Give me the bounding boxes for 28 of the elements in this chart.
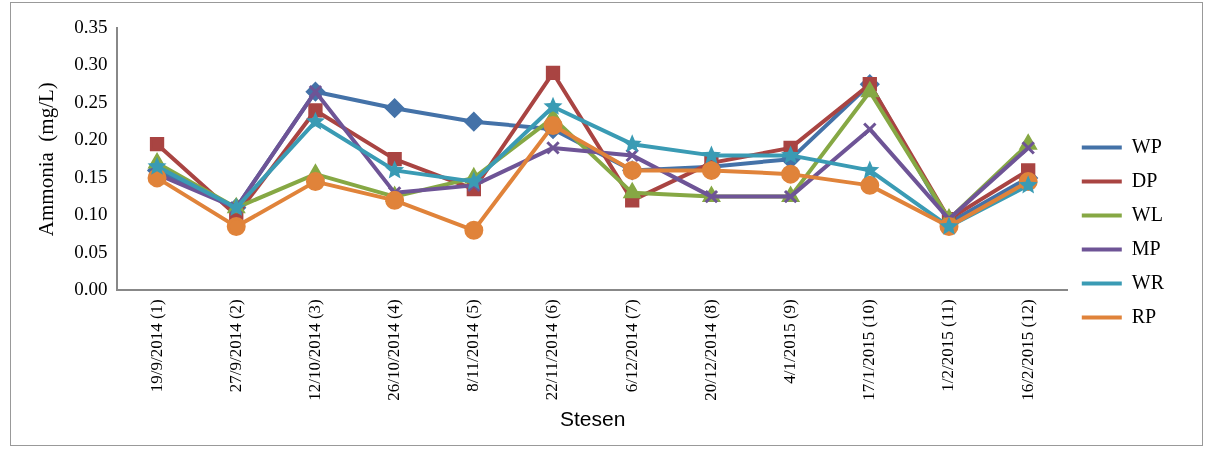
x-tick-label: 19/9/2014 (1) — [146, 299, 166, 393]
y-tick-label: 0.10 — [74, 203, 108, 225]
y-tick-label: 0.05 — [74, 240, 108, 262]
y-tick-label: 0.00 — [74, 278, 108, 300]
y-axis-title: Ammonia (mg/L) — [34, 82, 59, 237]
y-tick-label: 0.30 — [74, 53, 108, 75]
x-tick-label: 4/1/2015 (9) — [780, 299, 800, 384]
legend-label: DP — [1131, 168, 1158, 191]
legend-label: WL — [1131, 202, 1163, 225]
x-tick-label: 16/2/2015 (12) — [1017, 299, 1037, 401]
x-tick-label: 1/2/2015 (11) — [938, 299, 958, 392]
x-tick-label: 6/12/2014 (7) — [621, 299, 641, 393]
x-tick-label: 20/12/2014 (8) — [700, 299, 720, 401]
x-tick-label: 17/1/2015 (10) — [859, 299, 879, 401]
legend-label: RP — [1131, 304, 1157, 327]
y-tick-label: 0.25 — [74, 90, 108, 112]
x-tick-label: 26/10/2014 (4) — [384, 299, 404, 401]
legend-label: WP — [1131, 134, 1162, 157]
x-axis-title: Stesen — [559, 407, 626, 431]
y-tick-label: 0.20 — [74, 128, 108, 150]
x-tick-label: 8/11/2014 (5) — [463, 299, 483, 392]
y-tick-label: 0.35 — [74, 15, 108, 37]
y-tick-label: 0.15 — [74, 165, 108, 187]
x-tick-label: 22/11/2014 (6) — [542, 299, 562, 401]
x-tick-label: 27/9/2014 (2) — [225, 299, 245, 393]
legend-label: MP — [1131, 236, 1161, 259]
legend-label: WR — [1131, 270, 1165, 293]
x-tick-label: 12/10/2014 (3) — [304, 299, 324, 401]
